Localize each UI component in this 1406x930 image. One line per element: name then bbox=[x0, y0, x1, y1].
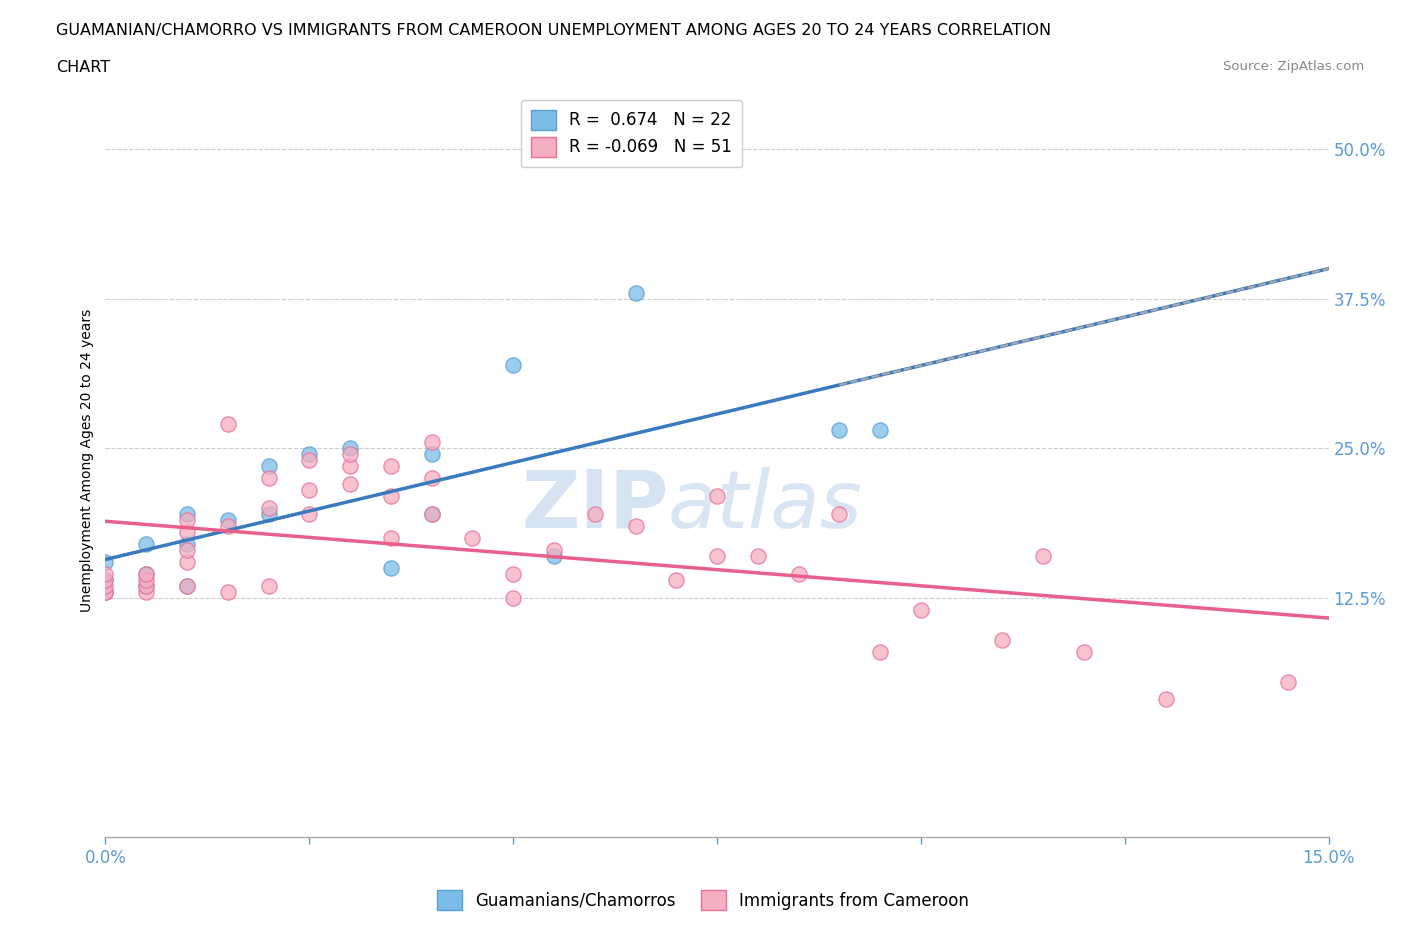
Point bbox=[135, 566, 157, 581]
Point bbox=[665, 573, 688, 588]
Point bbox=[787, 566, 810, 581]
Point bbox=[257, 471, 280, 485]
Point bbox=[1277, 674, 1299, 689]
Point bbox=[380, 489, 402, 504]
Point bbox=[135, 578, 157, 593]
Point bbox=[747, 549, 769, 564]
Point bbox=[176, 578, 198, 593]
Point bbox=[380, 458, 402, 473]
Point bbox=[135, 578, 157, 593]
Point bbox=[828, 507, 851, 522]
Point bbox=[461, 531, 484, 546]
Point bbox=[339, 477, 361, 492]
Text: CHART: CHART bbox=[56, 60, 110, 75]
Point bbox=[217, 584, 239, 599]
Legend: R =  0.674   N = 22, R = -0.069   N = 51: R = 0.674 N = 22, R = -0.069 N = 51 bbox=[520, 100, 742, 166]
Point bbox=[298, 507, 321, 522]
Point bbox=[420, 471, 443, 485]
Point bbox=[217, 417, 239, 432]
Point bbox=[624, 519, 647, 534]
Point bbox=[298, 483, 321, 498]
Point bbox=[910, 603, 932, 618]
Point bbox=[706, 549, 728, 564]
Point bbox=[176, 512, 198, 527]
Point bbox=[94, 573, 117, 588]
Point bbox=[94, 578, 117, 593]
Point bbox=[94, 573, 117, 588]
Point bbox=[135, 584, 157, 599]
Point bbox=[420, 447, 443, 462]
Point bbox=[1154, 692, 1177, 707]
Point bbox=[176, 578, 198, 593]
Point bbox=[380, 561, 402, 576]
Point bbox=[624, 286, 647, 300]
Point bbox=[502, 566, 524, 581]
Text: Source: ZipAtlas.com: Source: ZipAtlas.com bbox=[1223, 60, 1364, 73]
Legend: Guamanians/Chamorros, Immigrants from Cameroon: Guamanians/Chamorros, Immigrants from Ca… bbox=[430, 884, 976, 917]
Point bbox=[217, 519, 239, 534]
Point bbox=[217, 512, 239, 527]
Point bbox=[706, 489, 728, 504]
Point bbox=[1073, 644, 1095, 659]
Point bbox=[176, 507, 198, 522]
Point bbox=[869, 644, 891, 659]
Point bbox=[420, 507, 443, 522]
Point bbox=[991, 632, 1014, 647]
Point bbox=[502, 357, 524, 372]
Point bbox=[298, 453, 321, 468]
Point bbox=[339, 441, 361, 456]
Point bbox=[94, 584, 117, 599]
Point bbox=[380, 531, 402, 546]
Point bbox=[176, 525, 198, 539]
Point bbox=[420, 507, 443, 522]
Point bbox=[339, 458, 361, 473]
Point bbox=[257, 578, 280, 593]
Point bbox=[543, 549, 565, 564]
Point bbox=[94, 554, 117, 569]
Text: atlas: atlas bbox=[668, 467, 863, 545]
Point bbox=[543, 542, 565, 557]
Point bbox=[339, 447, 361, 462]
Point bbox=[502, 591, 524, 605]
Point bbox=[1032, 549, 1054, 564]
Point bbox=[94, 584, 117, 599]
Y-axis label: Unemployment Among Ages 20 to 24 years: Unemployment Among Ages 20 to 24 years bbox=[80, 309, 94, 612]
Point bbox=[869, 423, 891, 438]
Point bbox=[257, 500, 280, 515]
Point bbox=[257, 458, 280, 473]
Point bbox=[176, 537, 198, 551]
Point bbox=[176, 542, 198, 557]
Point bbox=[135, 566, 157, 581]
Point bbox=[298, 447, 321, 462]
Point bbox=[583, 507, 606, 522]
Point bbox=[828, 423, 851, 438]
Point bbox=[135, 573, 157, 588]
Point bbox=[176, 554, 198, 569]
Point bbox=[94, 584, 117, 599]
Point bbox=[135, 537, 157, 551]
Point bbox=[94, 566, 117, 581]
Point bbox=[257, 507, 280, 522]
Point bbox=[420, 435, 443, 450]
Text: GUAMANIAN/CHAMORRO VS IMMIGRANTS FROM CAMEROON UNEMPLOYMENT AMONG AGES 20 TO 24 : GUAMANIAN/CHAMORRO VS IMMIGRANTS FROM CA… bbox=[56, 23, 1052, 38]
Text: ZIP: ZIP bbox=[520, 467, 668, 545]
